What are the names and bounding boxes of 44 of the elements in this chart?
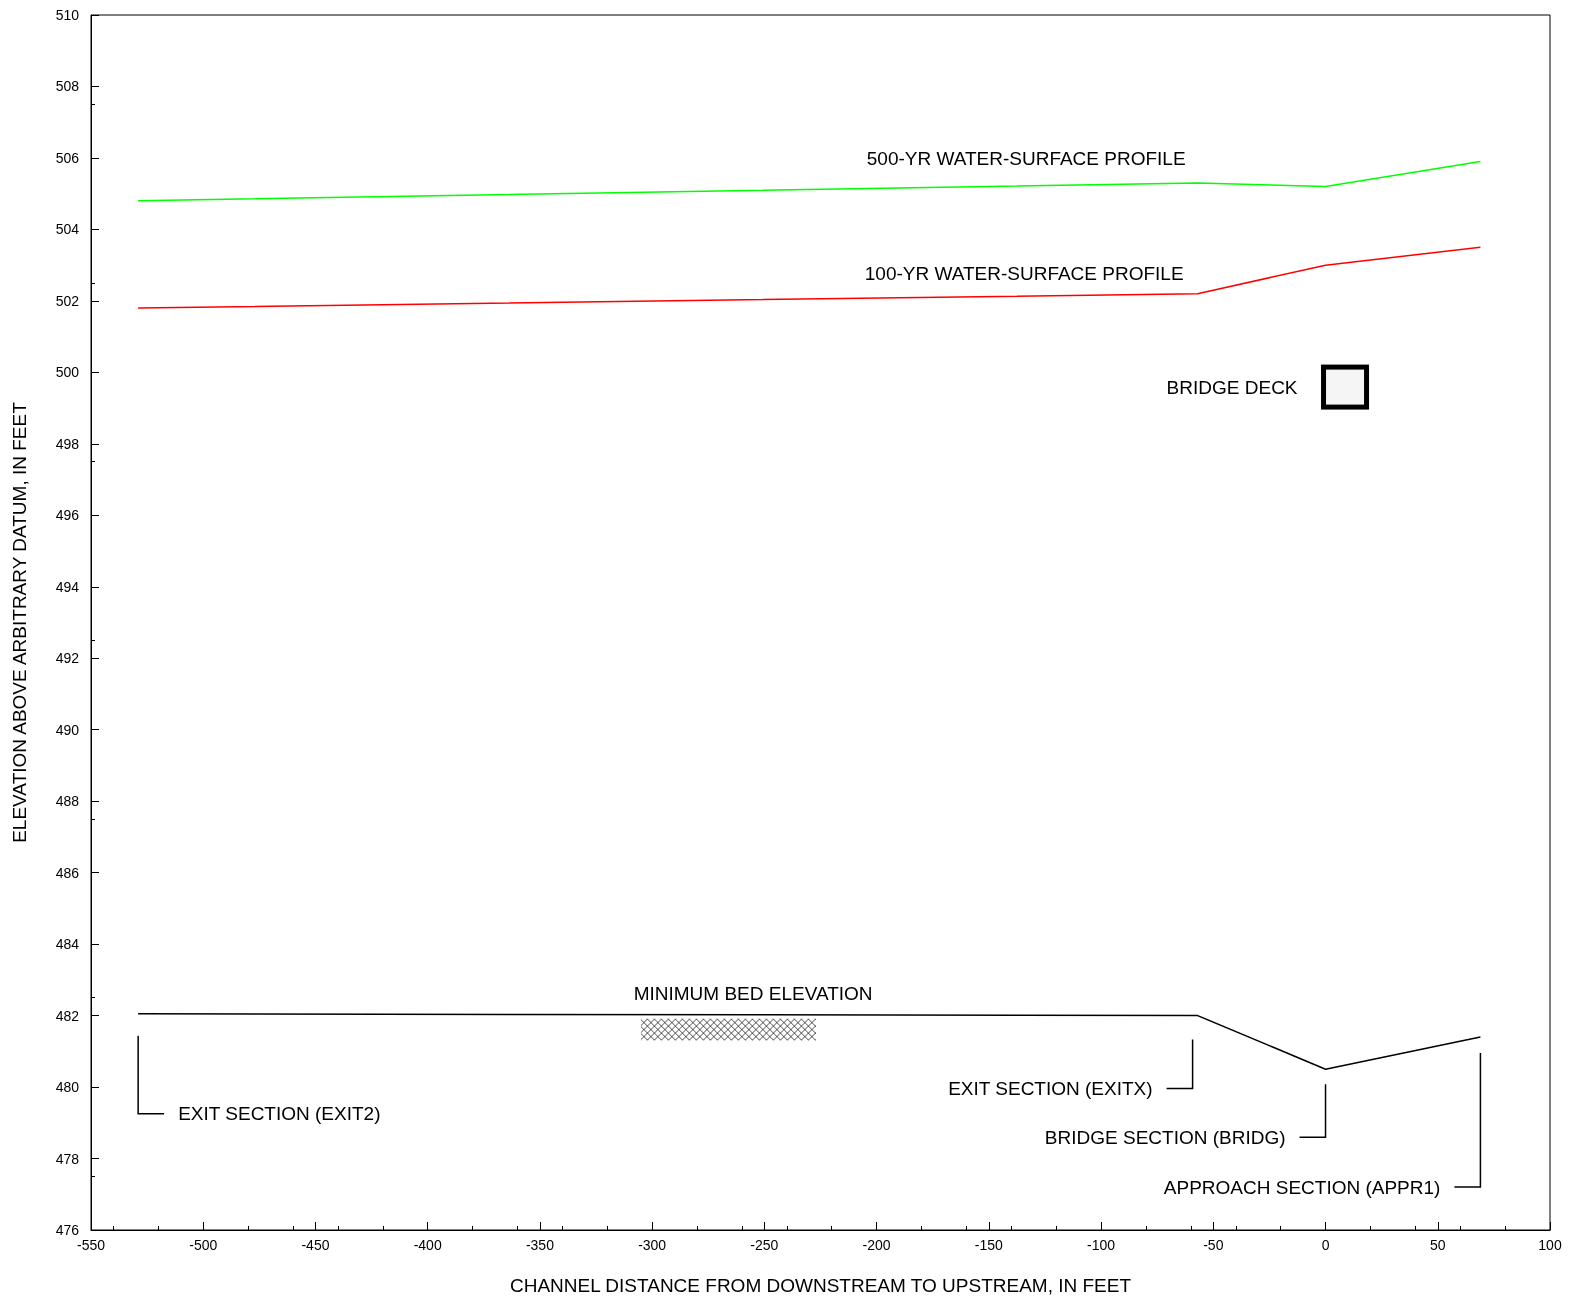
x-tick-label: -350 — [525, 1237, 555, 1253]
y-tick-label: 482 — [55, 1007, 80, 1024]
annotation: BRIDGE DECK — [1166, 376, 1298, 398]
x-tick-label: -550 — [76, 1237, 106, 1253]
x-tick-label: 0 — [1321, 1237, 1330, 1253]
y-tick-label: 478 — [55, 1150, 80, 1167]
x-tick-label: -400 — [413, 1237, 442, 1253]
x-tick-label: -250 — [750, 1237, 779, 1253]
y-tick-label: 492 — [55, 650, 80, 667]
y-tick-label: 500 — [55, 364, 80, 381]
x-tick-label: -50 — [1203, 1237, 1224, 1253]
y-tick-label: 490 — [55, 721, 80, 738]
x-axis-title: CHANNEL DISTANCE FROM DOWNSTREAM TO UPSTREAM, IN FEET — [509, 1275, 1132, 1296]
y-tick-label: 502 — [55, 292, 80, 309]
y-tick-label: 496 — [55, 507, 80, 524]
x-tick-label: 50 — [1429, 1237, 1446, 1253]
x-tick-label: -450 — [301, 1237, 330, 1253]
y-tick-label: 476 — [55, 1222, 80, 1238]
y-tick-label: 486 — [55, 864, 80, 881]
y-tick-label: 484 — [55, 936, 80, 953]
y-tick-label: 504 — [55, 221, 80, 238]
x-tick-label: -500 — [189, 1237, 218, 1253]
y-tick-label: 494 — [55, 578, 80, 595]
series-label: 100-YR WATER-SURFACE PROFILE — [864, 263, 1184, 285]
y-tick-label: 510 — [55, 7, 80, 23]
y-tick-label: 498 — [55, 435, 80, 452]
series-label: 500-YR WATER-SURFACE PROFILE — [866, 148, 1186, 170]
x-tick-label: -200 — [862, 1237, 891, 1253]
series-label: MINIMUM BED ELEVATION — [633, 983, 873, 1005]
y-tick-label: 506 — [55, 149, 80, 166]
annotation: BRIDGE SECTION (BRIDG) — [1044, 1126, 1286, 1148]
y-tick-label: 480 — [55, 1079, 80, 1096]
annotation: EXIT SECTION (EXITX) — [948, 1078, 1153, 1100]
x-tick-label: 100 — [1538, 1237, 1562, 1253]
y-tick-label: 488 — [55, 793, 80, 810]
y-tick-label: 508 — [55, 78, 80, 95]
annotation: APPROACH SECTION (APPR1) — [1163, 1176, 1441, 1198]
line-series — [137, 246, 1482, 309]
annotation: EXIT SECTION (EXIT2) — [178, 1103, 381, 1125]
x-tick-label: -300 — [638, 1237, 667, 1253]
line-series — [137, 1013, 1482, 1070]
x-tick-label: -150 — [974, 1237, 1004, 1253]
y-axis-title: ELEVATION ABOVE ARBITRARY DATUM, IN FEET — [9, 401, 30, 843]
x-tick-label: -100 — [1087, 1237, 1116, 1253]
